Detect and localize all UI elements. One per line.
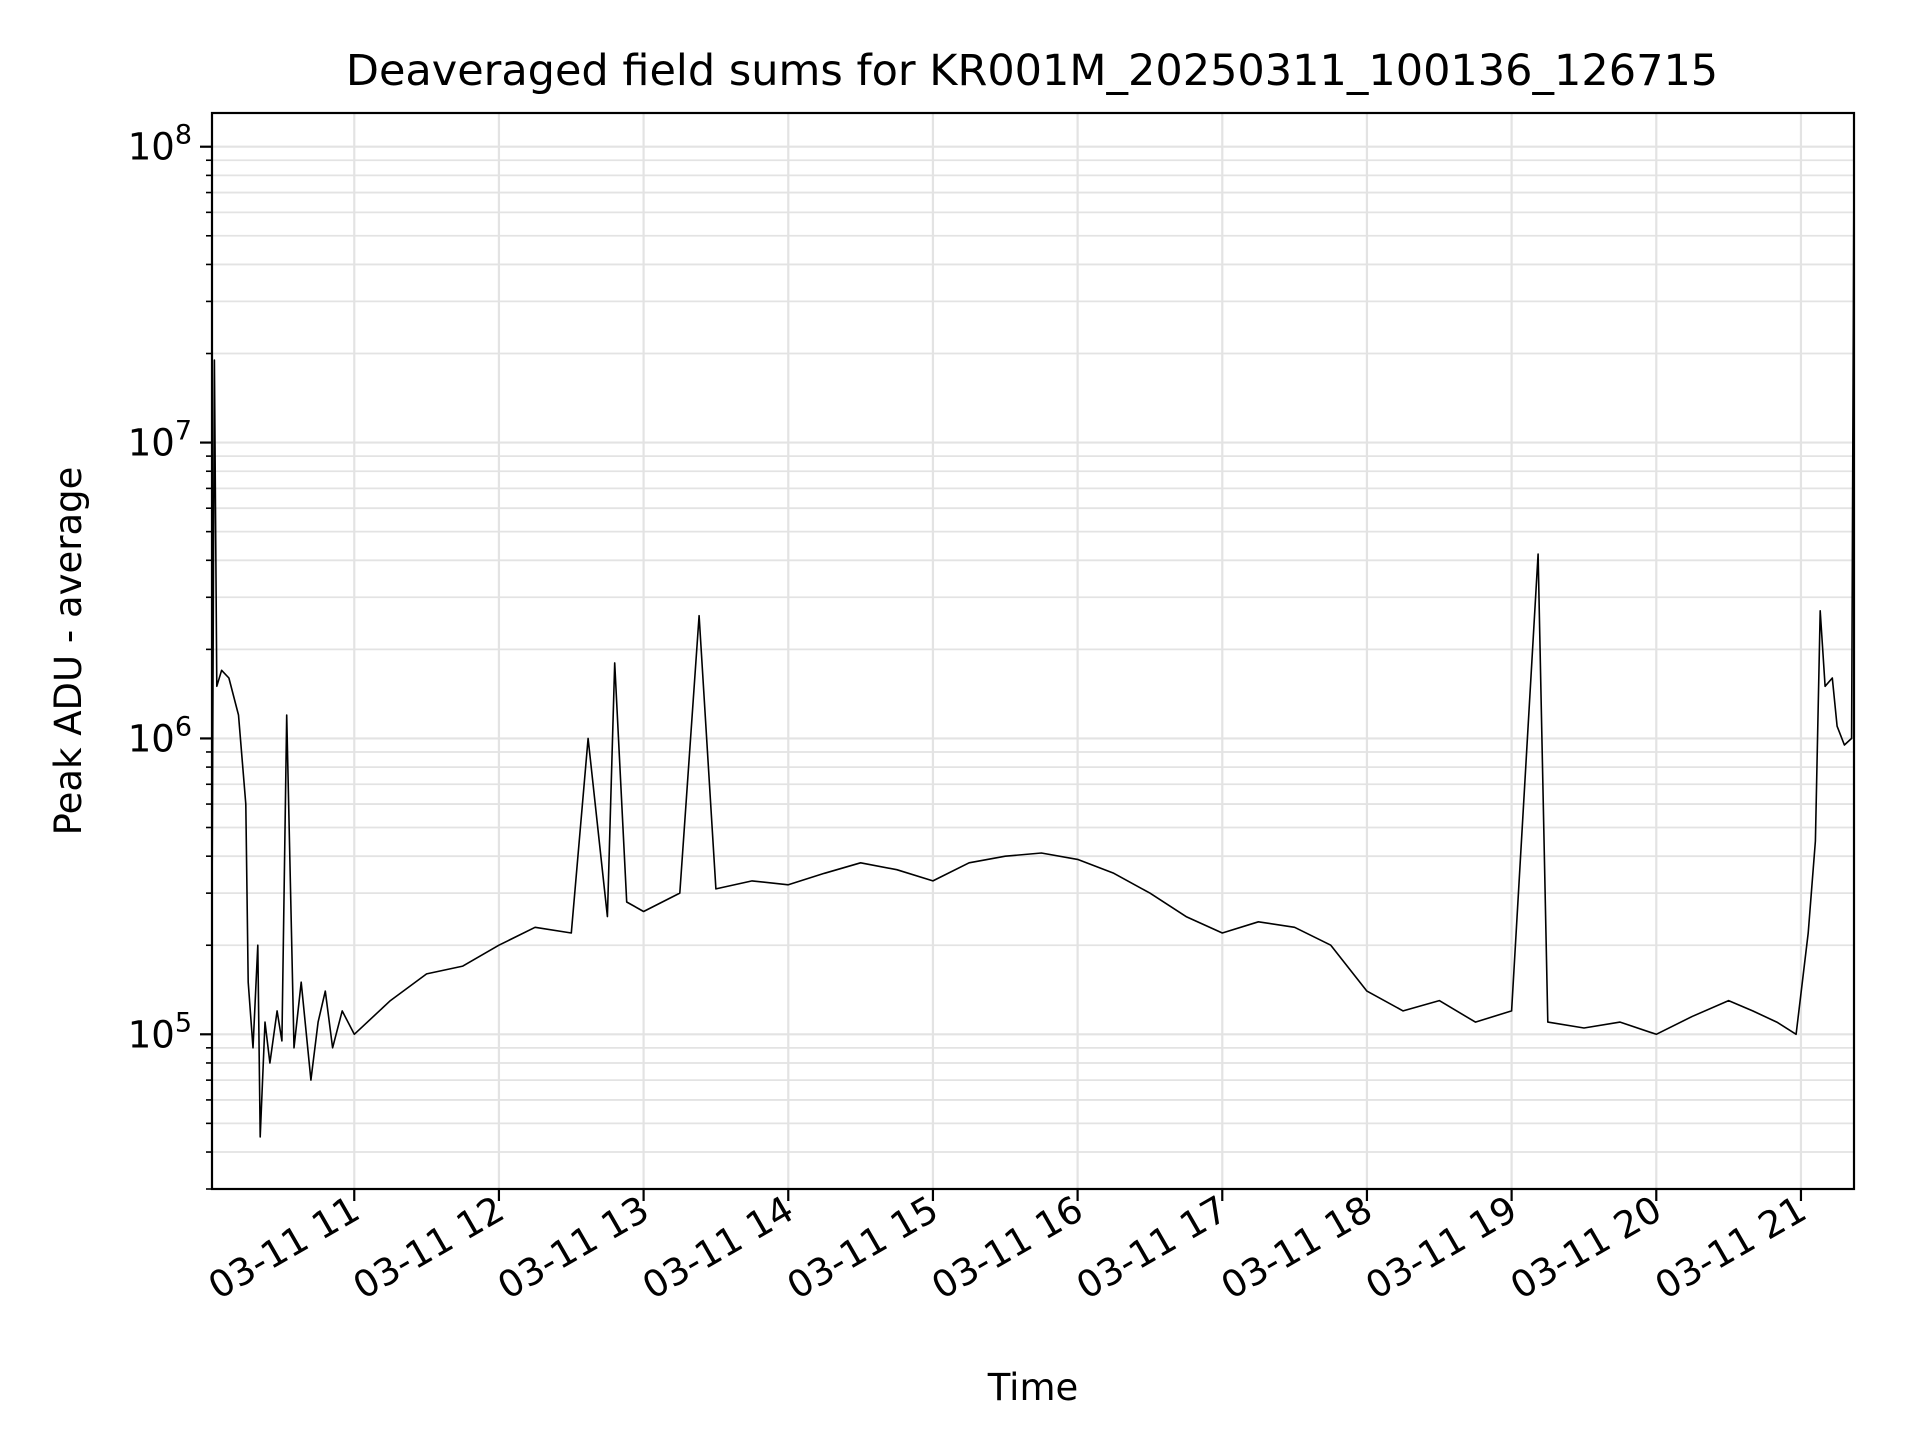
y-axis: 105 106 107 108: [128, 120, 212, 1190]
y-tick-label: 106: [128, 711, 192, 760]
plot-frame: [210, 111, 1856, 1191]
x-axis-label: Time: [987, 1366, 1079, 1409]
y-tick-label: 108: [128, 120, 192, 169]
y-tick-label: 105: [128, 1007, 192, 1056]
series-line: [211, 160, 1855, 1138]
y-tick-label: 107: [128, 416, 192, 465]
series: [211, 160, 1855, 1138]
chart-title: Deaveraged field sums for KR001M_2025031…: [346, 46, 1718, 96]
y-axis-label: Peak ADU - average: [47, 467, 90, 836]
